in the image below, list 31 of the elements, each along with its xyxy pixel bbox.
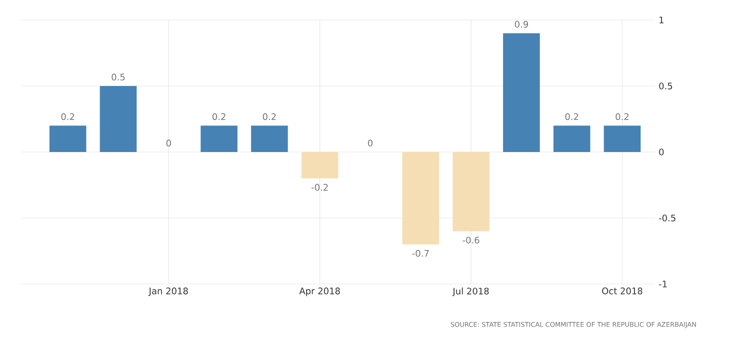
bar (402, 152, 440, 244)
bar (301, 152, 338, 178)
data-label: 0.2 (262, 113, 276, 120)
bar (452, 152, 490, 232)
bar (503, 33, 540, 152)
data-label: -0.6 (462, 236, 480, 244)
bar (604, 126, 641, 152)
x-tick-label: Oct 2018 (602, 288, 642, 294)
y-tick-label: -1 (658, 280, 667, 288)
data-label: 0.9 (514, 20, 528, 28)
data-label: 0 (368, 140, 373, 146)
x-tick-label: Jul 2018 (452, 288, 489, 296)
bar (251, 126, 288, 152)
data-label: -0.2 (312, 184, 328, 191)
data-label: 0.5 (112, 74, 125, 80)
y-tick-label: 0 (659, 148, 664, 156)
y-tick-label: -0.5 (658, 214, 676, 222)
bar (49, 126, 86, 152)
bar (200, 126, 238, 152)
data-label: 0.2 (61, 113, 74, 120)
data-label: 0.2 (616, 113, 629, 120)
y-tick-label: 0.5 (659, 82, 672, 90)
data-label: 0.2 (565, 113, 578, 120)
y-tick-label: 1 (660, 16, 664, 24)
data-label: 0.2 (212, 113, 226, 120)
x-tick-label: Apr 2018 (299, 288, 340, 296)
x-tick-label: Jan 2018 (148, 288, 188, 296)
bar (100, 86, 137, 152)
bar (553, 126, 590, 152)
data-label: 0 (166, 140, 171, 146)
data-label: -0.7 (412, 250, 429, 257)
